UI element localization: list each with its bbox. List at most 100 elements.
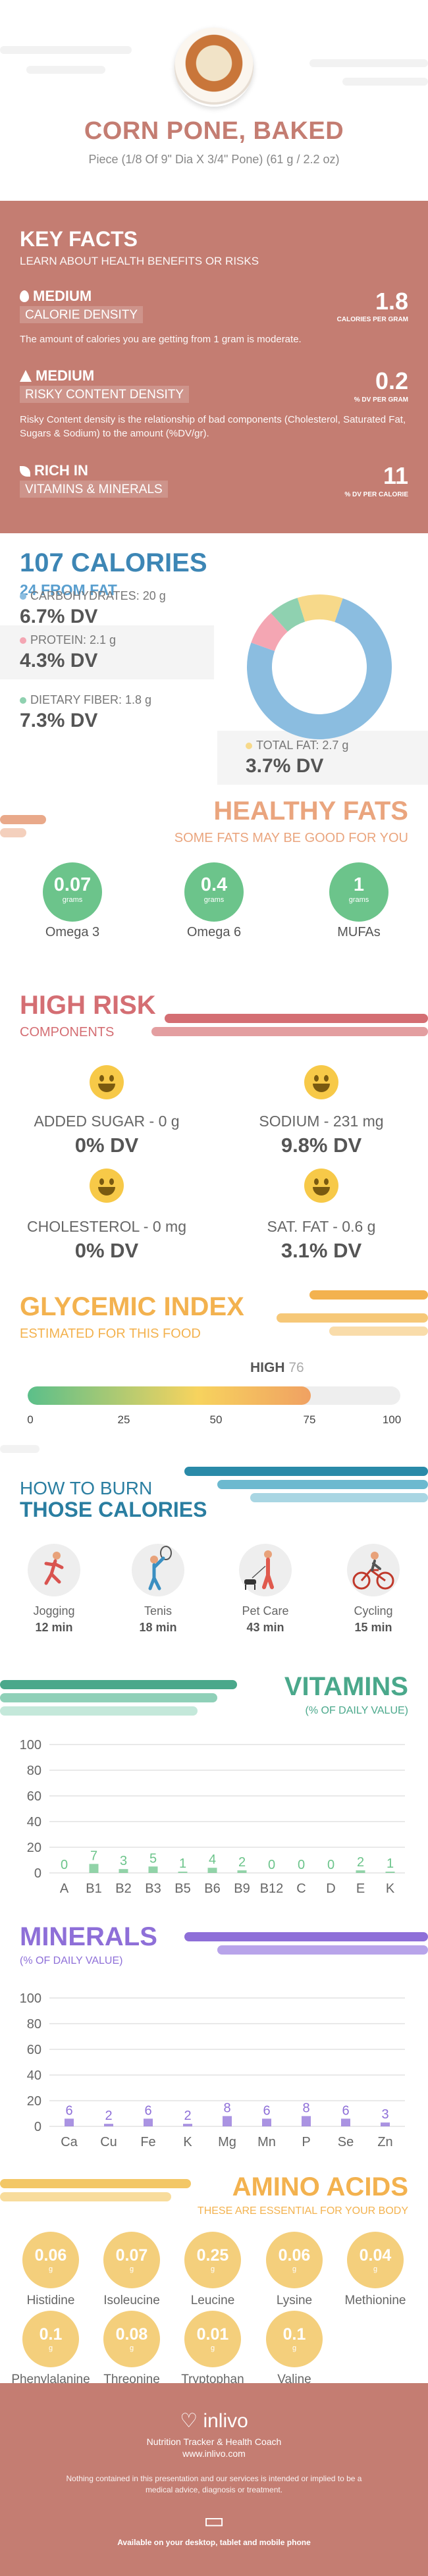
x-tick-label: P	[302, 2135, 310, 2149]
vitamins-minerals-level: RICH IN	[20, 462, 88, 479]
glycemic-subtitle: ESTIMATED FOR THIS FOOD	[20, 1327, 201, 1341]
disclaimer: Nothing contained in this presentation a…	[66, 2474, 362, 2494]
decor-stripe	[0, 1445, 40, 1453]
x-tick-label: B2	[115, 1881, 131, 1896]
bar-cu	[104, 2124, 113, 2126]
risky-density-description: Risky Content density is the relationshi…	[20, 414, 406, 439]
glycemic-bar	[28, 1386, 400, 1405]
amino-badge-leucine: 0.25 g	[184, 2232, 241, 2288]
high-risk-subtitle: COMPONENTS	[20, 1025, 115, 1039]
omega3-label: Omega 3	[45, 925, 100, 939]
amino-subtitle: THESE ARE ESSENTIAL FOR YOUR BODY	[197, 2205, 408, 2217]
devices-icon: ▭	[203, 2508, 225, 2533]
glycemic-title: GLYCEMIC INDEX	[20, 1292, 244, 1321]
x-tick-label: Cu	[100, 2135, 117, 2149]
calorie-density-unit: CALORIES PER GRAM	[336, 316, 408, 323]
decor-stripe	[277, 1313, 428, 1323]
risky-density-label: RISKY CONTENT DENSITY	[20, 386, 190, 403]
decor-stripe	[329, 1327, 428, 1336]
nutrient-carbohydrates: CARBOHYDRATES: 20 g 6.7% DV	[20, 589, 166, 627]
sat-fat-label: SAT. FAT - 0.6 g	[267, 1218, 376, 1235]
footer: ♡ inlivo Nutrition Tracker & Health Coac…	[0, 2383, 428, 2576]
decor-stripe	[309, 1290, 428, 1300]
glycemic-tick: 50	[209, 1413, 223, 1426]
calorie-density-description: The amount of calories you are getting f…	[20, 334, 302, 345]
amino-label-phenylalanine: Phenylalanine	[11, 2373, 90, 2386]
bar-value-label: 6	[144, 2103, 151, 2118]
x-tick-label: B3	[145, 1881, 161, 1896]
healthy-fats-subtitle: SOME FATS MAY BE GOOD FOR YOU	[174, 831, 408, 845]
bar-p	[302, 2116, 311, 2126]
high-risk-title: HIGH RISK	[20, 991, 156, 1020]
x-tick-label: Mn	[257, 2135, 276, 2149]
minerals-subtitle: (% OF DAILY VALUE)	[20, 1955, 123, 1966]
bar-mg	[223, 2116, 232, 2126]
amino-badge-phenylalanine: 0.1 g	[22, 2311, 79, 2367]
smiley-icon	[304, 1065, 338, 1099]
y-tick-label: 40	[27, 2068, 41, 2083]
bar-b6	[207, 1868, 217, 1873]
bar-k	[183, 2124, 192, 2126]
glycemic-level: HIGH 76	[250, 1360, 304, 1375]
macronutrient-donut-chart	[247, 594, 392, 739]
omega6-badge: 0.4 grams	[184, 862, 244, 922]
donut-slice-dietary-fiber	[271, 598, 306, 632]
calories-title: 107 CALORIES	[20, 548, 207, 577]
leaf-icon	[20, 466, 30, 477]
added-sugar-label: ADDED SUGAR - 0 g	[34, 1113, 180, 1130]
x-tick-label: B1	[86, 1881, 101, 1896]
y-tick-label: 100	[20, 1738, 41, 1752]
y-tick-label: 40	[27, 1815, 41, 1829]
bar-value-label: 5	[149, 1851, 157, 1866]
bar-b9	[237, 1870, 247, 1873]
bar-k	[385, 1872, 395, 1873]
bar-value-label: 6	[342, 2103, 349, 2118]
healthy-fats-title: HEALTHY FATS	[213, 797, 408, 826]
decor-stripe	[184, 1467, 428, 1476]
food-image	[174, 28, 254, 107]
nutrient-fiber: DIETARY FIBER: 1.8 g 7.3% DV	[20, 693, 152, 731]
glycemic-tick: 100	[382, 1413, 402, 1426]
donut-slice-protein	[251, 613, 288, 651]
bar-b5	[178, 1872, 188, 1873]
amino-badge-valine: 0.1 g	[266, 2311, 323, 2367]
x-tick-label: Mg	[218, 2135, 236, 2149]
x-tick-label: B6	[204, 1881, 220, 1896]
bar-zn	[381, 2122, 390, 2126]
bar-ca	[65, 2118, 74, 2126]
nutrient-fat: TOTAL FAT: 2.7 g 3.7% DV	[217, 731, 428, 785]
vitamins-bar-chart: 0 20 40 60 80 100 0 A 7 B1 3 B2 5 B3 1 B5 4 B6 2 B9 0 B12 0 C 0 D…	[20, 1738, 405, 1896]
x-tick-label: B12	[260, 1881, 284, 1896]
amino-label-histidine: Histidine	[26, 2294, 75, 2307]
bar-value-label: 6	[65, 2103, 72, 2118]
website-link[interactable]: www.inlivo.com	[182, 2448, 246, 2459]
bar-value-label: 2	[357, 1855, 364, 1870]
bar-e	[356, 1870, 365, 1873]
y-tick-label: 20	[27, 2094, 41, 2109]
decor-stripe	[26, 66, 105, 74]
key-facts-section: KEY FACTS LEARN ABOUT HEALTH BENEFITS OR…	[0, 201, 428, 533]
decor-stripe	[184, 1932, 428, 1941]
glycemic-tick: 25	[117, 1413, 130, 1426]
sat-fat-dv: 3.1% DV	[281, 1239, 362, 1262]
bar-value-label: 8	[302, 2101, 309, 2115]
tennis-label: Tenis	[144, 1604, 173, 1617]
bar-value-label: 0	[298, 1858, 305, 1872]
smiley-icon	[90, 1169, 124, 1203]
legend-dot	[20, 697, 26, 704]
decor-stripe	[217, 1480, 428, 1489]
x-tick-label: K	[386, 1881, 395, 1896]
calorie-density-level: MEDIUM	[20, 288, 92, 305]
bar-se	[341, 2118, 350, 2126]
availability-note: Available on your desktop, tablet and mo…	[117, 2538, 311, 2547]
decor-stripe	[250, 1493, 428, 1502]
sodium-label: SODIUM - 231 mg	[259, 1113, 384, 1130]
glycemic-tick: 75	[303, 1413, 316, 1426]
serving-size: Piece (1/8 Of 9" Dia X 3/4" Pone) (61 g …	[88, 153, 340, 166]
decor-stripe	[309, 59, 428, 67]
legend-dot	[20, 637, 26, 644]
bar-b3	[148, 1866, 158, 1873]
amino-badge-threonine: 0.08 g	[103, 2311, 160, 2367]
added-sugar-dv: 0% DV	[74, 1134, 139, 1157]
amino-badge-methionine: 0.04 g	[347, 2232, 404, 2288]
